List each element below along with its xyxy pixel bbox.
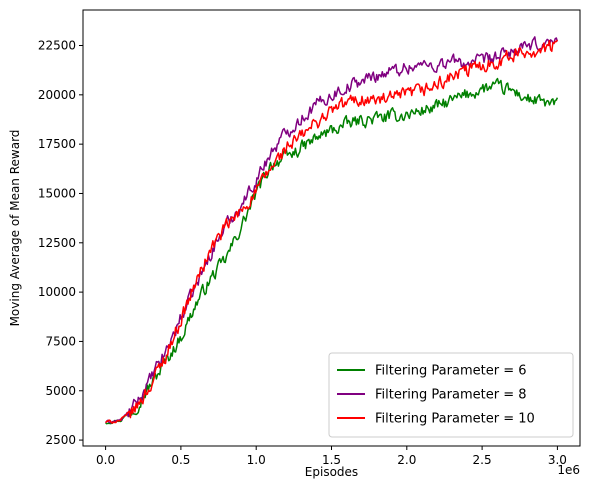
x-tick-label: 1.0 — [247, 453, 266, 467]
y-axis-label: Moving Average of Mean Reward — [8, 130, 22, 327]
series-line-3 — [105, 39, 559, 424]
series-line-2 — [104, 36, 559, 424]
x-tick-label: 1.5 — [322, 453, 341, 467]
y-tick-label: 17500 — [38, 137, 76, 151]
legend: Filtering Parameter = 6 Filtering Paramet… — [328, 352, 574, 438]
y-tick-label: 12500 — [38, 236, 76, 250]
x-tick-label: 0.0 — [96, 453, 115, 467]
x-axis-label: Episodes — [305, 465, 358, 479]
x-axis-offset-label: 1e6 — [557, 463, 580, 477]
x-tick-label: 0.5 — [171, 453, 190, 467]
y-tick-label: 20000 — [38, 88, 76, 102]
x-tick-label: 2.0 — [397, 453, 416, 467]
x-tick-label: 2.5 — [473, 453, 492, 467]
legend-label-1: Filtering Parameter = 6 — [375, 364, 527, 379]
axes: 0.0 0.5 1.0 1.5 2.0 2.5 3.0 2500 5000 7500 10000 12… — [38, 9, 581, 467]
x-tick-label: 3.0 — [548, 453, 567, 467]
y-tick-label: 10000 — [38, 285, 76, 299]
y-tick-label: 5000 — [45, 384, 76, 398]
series-line-1 — [105, 77, 559, 425]
y-tick-label: 7500 — [45, 334, 76, 348]
y-tick-label: 2500 — [45, 433, 76, 447]
legend-box — [328, 352, 574, 438]
legend-label-2: Filtering Parameter = 8 — [375, 388, 527, 403]
y-tick-label: 22500 — [38, 39, 76, 53]
y-tick-label: 15000 — [38, 186, 76, 200]
plot-area — [104, 36, 559, 425]
legend-label-3: Filtering Parameter = 10 — [375, 412, 535, 427]
